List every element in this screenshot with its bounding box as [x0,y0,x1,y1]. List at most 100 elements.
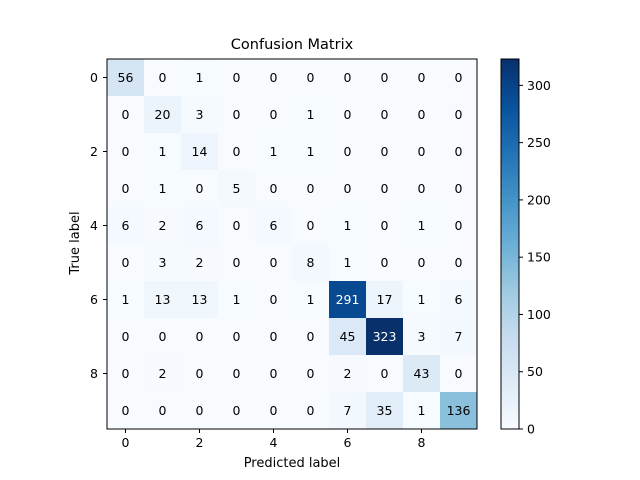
cell-value-label: 0 [122,255,130,270]
cell-value-label: 0 [122,366,130,381]
heatmap-cell [181,355,219,393]
cell-value-label: 0 [196,181,204,196]
heatmap-cell [366,355,404,393]
cell-value-label: 1 [418,292,426,307]
heatmap-cell [144,244,182,282]
heatmap-cell [107,170,145,208]
heatmap-cell [218,392,256,430]
heatmap-cell [329,96,367,134]
heatmap-cell [292,318,330,356]
colorbar-tick-label: 50 [527,364,543,379]
heatmap-cell [255,59,293,97]
cell-value-label: 0 [270,403,278,418]
heatmap-cell [218,59,256,97]
cell-value-label: 0 [344,181,352,196]
heatmap-cell [218,244,256,282]
heatmap-cell [107,59,145,97]
cell-value-label: 6 [196,218,204,233]
cell-value-label: 0 [196,329,204,344]
heatmap-cell [292,355,330,393]
heatmap-cell [403,244,441,282]
x-tick-label: 4 [270,435,278,450]
heatmap-cell [107,207,145,245]
cell-value-label: 0 [418,144,426,159]
heatmap-cell [181,96,219,134]
cell-value-label: 0 [344,107,352,122]
y-axis-label: True label [68,211,83,275]
heatmap-cell [107,355,145,393]
cell-value-label: 7 [344,403,352,418]
heatmap-cell [181,281,219,319]
cell-value-label: 0 [270,329,278,344]
cell-value-label: 323 [373,329,397,344]
heatmap-cell [329,133,367,171]
y-tick-label: 4 [90,218,98,233]
heatmap-cell [329,392,367,430]
colorbar-tick-label: 0 [527,422,535,437]
cell-value-label: 8 [307,255,315,270]
cell-value-label: 0 [381,70,389,85]
heatmap-cell [366,170,404,208]
cell-value-label: 7 [455,329,463,344]
heatmap-cell [440,244,478,282]
heatmap-cell [107,133,145,171]
heatmap-cell [218,96,256,134]
cell-value-label: 0 [455,181,463,196]
cell-value-label: 0 [418,107,426,122]
heatmap-cell [403,207,441,245]
heatmap-cell [329,207,367,245]
cell-value-label: 0 [233,144,241,159]
heatmap-cells [107,59,478,430]
heatmap-cell [403,59,441,97]
cell-value-label: 0 [122,403,130,418]
heatmap-cell [329,355,367,393]
cell-value-label: 0 [344,70,352,85]
cell-value-label: 3 [196,107,204,122]
cell-value-label: 0 [307,403,315,418]
heatmap-cell [403,170,441,208]
cell-value-label: 0 [122,107,130,122]
heatmap-cell [403,281,441,319]
heatmap-cell [366,207,404,245]
heatmap-cell [440,355,478,393]
heatmap-cell [107,281,145,319]
cell-value-label: 43 [414,366,430,381]
heatmap-cell [366,318,404,356]
cell-value-label: 291 [336,292,360,307]
heatmap-cell [218,133,256,171]
heatmap-cell [366,244,404,282]
heatmap-cell [144,59,182,97]
heatmap-cell [255,244,293,282]
heatmap-cell [144,170,182,208]
heatmap-cell [255,392,293,430]
heatmap-cell [440,392,478,430]
cell-value-label: 6 [455,292,463,307]
heatmap-cell [255,318,293,356]
heatmap-cell [255,96,293,134]
cell-value-label: 0 [233,366,241,381]
heatmap-cell [255,207,293,245]
heatmap-cell [403,355,441,393]
heatmap-cell [218,318,256,356]
heatmap-cell [255,170,293,208]
heatmap-cell [181,318,219,356]
colorbar-ticks: 0 50 100 150 200 250 300 [519,78,551,437]
cell-value-label: 56 [118,70,134,85]
heatmap-cell [218,207,256,245]
heatmap-cell [107,244,145,282]
colorbar-tick-label: 300 [527,78,551,93]
cell-value-label: 2 [159,218,167,233]
cell-value-label: 0 [122,144,130,159]
cell-value-label: 1 [196,70,204,85]
heatmap-cell [366,133,404,171]
cell-value-label: 0 [381,255,389,270]
cell-value-label: 0 [233,255,241,270]
heatmap-cell [440,207,478,245]
heatmap-cell [144,96,182,134]
cell-value-label: 2 [159,366,167,381]
chart-title: Confusion Matrix [231,37,354,53]
cell-value-label: 0 [381,366,389,381]
heatmap-cell [329,59,367,97]
colorbar-tick-label: 150 [527,250,551,265]
